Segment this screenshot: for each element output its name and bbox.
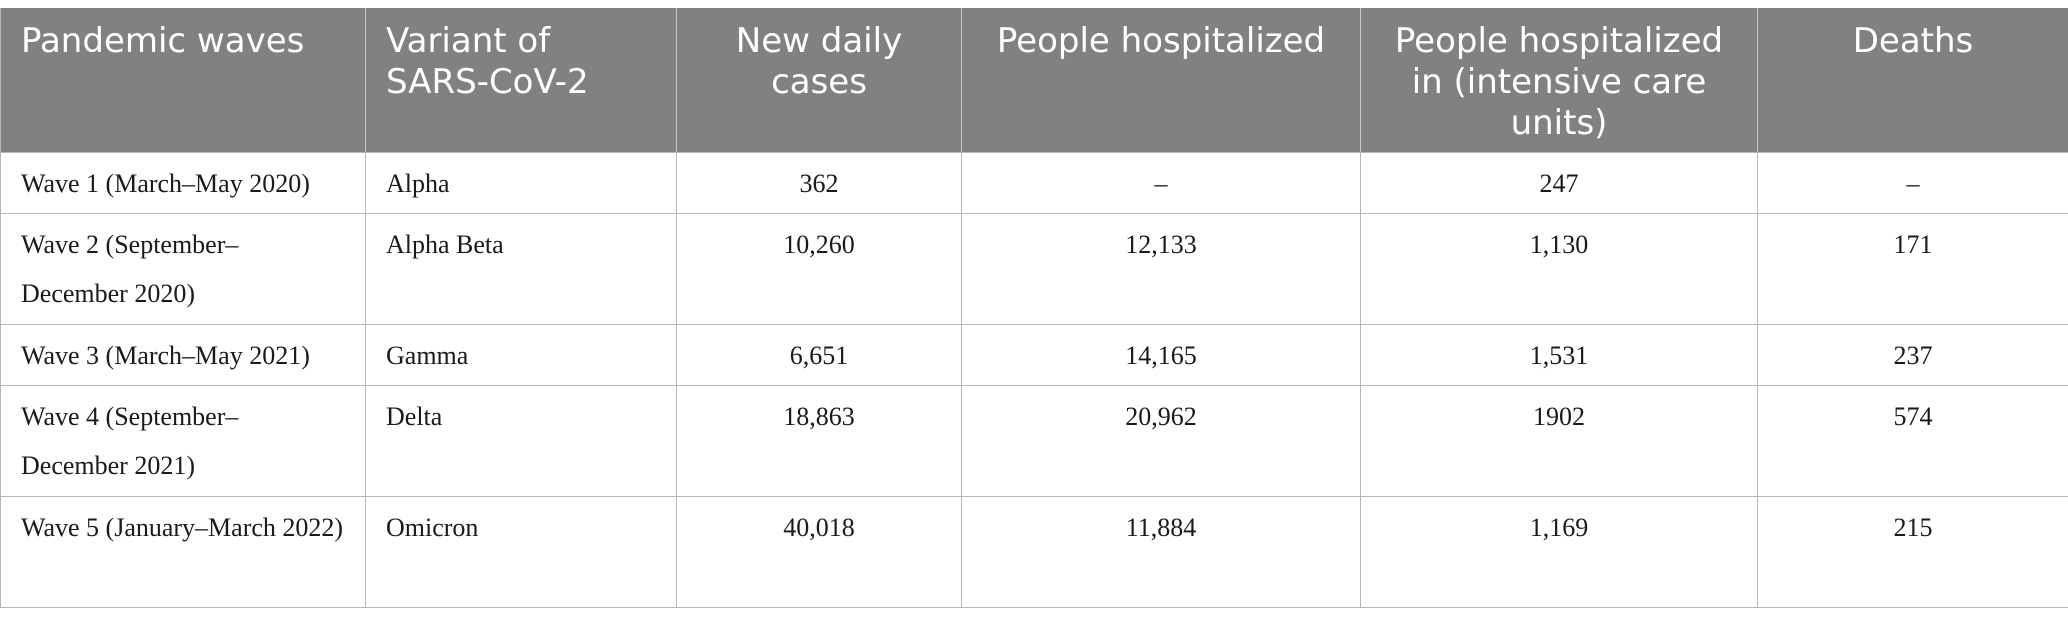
- header-deaths: Deaths: [1757, 8, 2068, 153]
- cell-people-hospitalized-icu: 1,130: [1360, 213, 1758, 325]
- header-people-hospitalized: People hospitalized: [961, 8, 1361, 153]
- cell-new-daily-cases: 362: [676, 152, 962, 214]
- cell-people-hospitalized: 11,884: [961, 496, 1361, 608]
- cell-variant: Gamma: [365, 324, 677, 386]
- header-variant: Variant of SARS-CoV-2: [365, 8, 677, 153]
- cell-new-daily-cases: 18,863: [676, 385, 962, 497]
- table-row: Wave 2 (September–December 2020) Alpha B…: [0, 213, 2068, 325]
- cell-people-hospitalized-icu: 1902: [1360, 385, 1758, 497]
- cell-people-hospitalized: 14,165: [961, 324, 1361, 386]
- cell-wave: Wave 4 (September–December 2021): [0, 385, 366, 497]
- cell-new-daily-cases: 6,651: [676, 324, 962, 386]
- cell-people-hospitalized: 12,133: [961, 213, 1361, 325]
- header-row: Pandemic waves Variant of SARS-CoV-2 New…: [0, 8, 2068, 153]
- cell-people-hospitalized: –: [961, 152, 1361, 214]
- cell-variant: Omicron: [365, 496, 677, 608]
- table-row: Wave 5 (January–March 2022) Omicron 40,0…: [0, 496, 2068, 608]
- cell-deaths: –: [1757, 152, 2068, 214]
- header-pandemic-waves: Pandemic waves: [0, 8, 366, 153]
- cell-people-hospitalized-icu: 247: [1360, 152, 1758, 214]
- cell-deaths: 574: [1757, 385, 2068, 497]
- table-row: Wave 4 (September–December 2021) Delta 1…: [0, 385, 2068, 497]
- cell-wave: Wave 3 (March–May 2021): [0, 324, 366, 386]
- data-table: Pandemic waves Variant of SARS-CoV-2 New…: [0, 8, 2068, 608]
- cell-deaths: 171: [1757, 213, 2068, 325]
- cell-variant: Alpha: [365, 152, 677, 214]
- cell-people-hospitalized-icu: 1,169: [1360, 496, 1758, 608]
- header-people-hospitalized-icu: People hospitalized in (intensive care u…: [1360, 8, 1758, 153]
- cell-deaths: 215: [1757, 496, 2068, 608]
- cell-people-hospitalized-icu: 1,531: [1360, 324, 1758, 386]
- cell-new-daily-cases: 10,260: [676, 213, 962, 325]
- cell-people-hospitalized: 20,962: [961, 385, 1361, 497]
- cell-new-daily-cases: 40,018: [676, 496, 962, 608]
- header-new-daily-cases: New daily cases: [676, 8, 962, 153]
- table-row: Wave 1 (March–May 2020) Alpha 362 – 247 …: [0, 152, 2068, 214]
- cell-wave: Wave 5 (January–March 2022): [0, 496, 366, 608]
- cell-wave: Wave 1 (March–May 2020): [0, 152, 366, 214]
- cell-variant: Delta: [365, 385, 677, 497]
- cell-deaths: 237: [1757, 324, 2068, 386]
- table-row: Wave 3 (March–May 2021) Gamma 6,651 14,1…: [0, 324, 2068, 386]
- cell-wave: Wave 2 (September–December 2020): [0, 213, 366, 325]
- cell-variant: Alpha Beta: [365, 213, 677, 325]
